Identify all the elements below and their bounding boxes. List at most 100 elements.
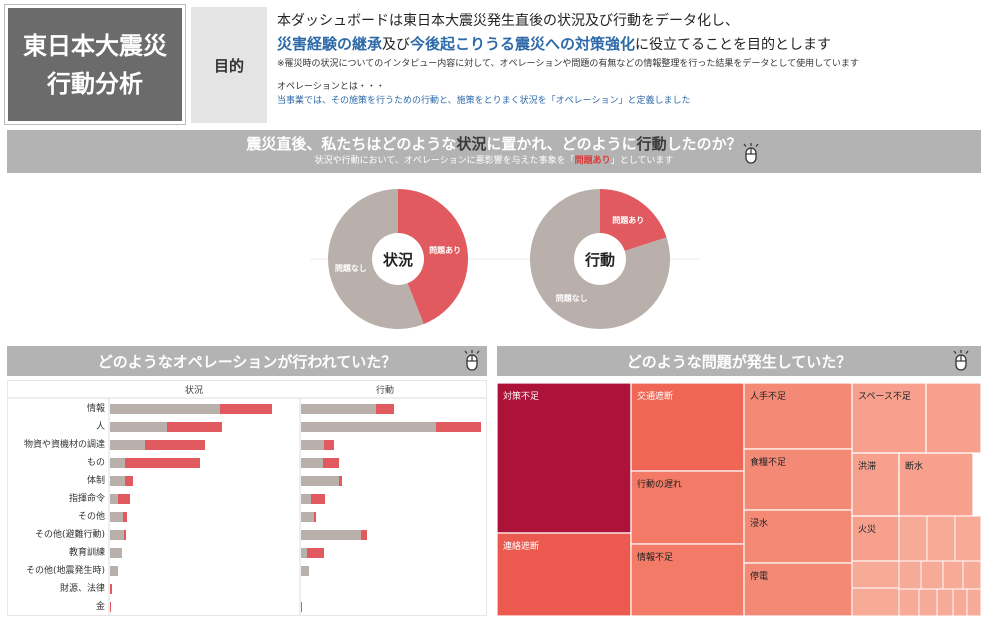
treemap-cell[interactable]: 情報不足 [630, 543, 745, 617]
treemap-label: 連絡遮断 [503, 540, 539, 552]
donut-label-problem: 問題あり [612, 215, 644, 225]
treemap-cell-small[interactable] [920, 560, 944, 590]
treemap-cell-small[interactable] [926, 515, 956, 562]
bar-segment-problem[interactable] [125, 458, 200, 468]
bar-segment-problem[interactable] [436, 422, 481, 432]
treemap-cell[interactable]: 食糧不足 [743, 448, 853, 511]
title-line1: 東日本大震災 [23, 31, 167, 60]
bar-segment-no-problem[interactable] [301, 476, 339, 486]
bar-segment-no-problem[interactable] [110, 566, 118, 576]
bar-segment-no-problem[interactable] [110, 512, 123, 522]
mouse-click-icon[interactable] [949, 349, 973, 373]
treemap-cell[interactable]: 対策不足 [496, 382, 632, 534]
treemap-cell-small[interactable] [954, 515, 982, 562]
treemap-cell[interactable]: 洪滞 [851, 452, 900, 517]
treemap-cell[interactable]: 連絡遮断 [496, 532, 632, 617]
treemap-cell[interactable]: 人手不足 [743, 382, 853, 450]
treemap-cell-small[interactable] [898, 588, 920, 617]
bar-segment-problem[interactable] [145, 440, 205, 450]
banner-sub2: 問題あり [574, 156, 611, 166]
operation-heading: オペレーションとは・・・ [277, 82, 385, 92]
treemap-cell-small[interactable] [925, 382, 982, 454]
bar-segment-problem[interactable] [167, 422, 222, 432]
treemap-cell-small[interactable] [952, 588, 968, 617]
bar-segment-no-problem[interactable] [301, 458, 323, 468]
donut-center-label: 状況 [383, 251, 413, 269]
treemap-label: 停電 [750, 570, 768, 582]
donut-label-no-problem: 問題なし [335, 263, 367, 273]
purpose-highlight1: 災害経験の継承 [277, 35, 383, 53]
bar-segment-problem[interactable] [118, 494, 130, 504]
treemap-cell-small[interactable] [966, 588, 982, 617]
treemap-cell-small[interactable] [962, 560, 982, 590]
bar-segment-problem[interactable] [307, 548, 324, 558]
treemap-cell-small[interactable] [918, 588, 938, 617]
bar-segment-problem[interactable] [110, 584, 112, 594]
bar-segment-problem[interactable] [220, 404, 272, 414]
treemap-cell-small[interactable] [942, 560, 964, 590]
bar-segment-no-problem[interactable] [110, 404, 220, 414]
operation-definition: 当事業では、その施策を行うための行動と、施策をとりまく状況を「オペレーション」と… [277, 96, 691, 106]
treemap-cell[interactable]: 火災 [851, 515, 900, 562]
bar-segment-problem[interactable] [361, 530, 367, 540]
bar-segment-no-problem[interactable] [110, 476, 125, 486]
treemap-cell[interactable]: 交通遮断 [630, 382, 745, 472]
treemap-cell[interactable]: スペース不足 [851, 382, 927, 454]
bar-segment-no-problem[interactable] [110, 440, 145, 450]
bar-segment-problem[interactable] [324, 440, 334, 450]
bar-segment-no-problem[interactable] [301, 512, 314, 522]
bar-segment-no-problem[interactable] [301, 566, 309, 576]
bar-segment-problem[interactable] [123, 512, 127, 522]
bar-segment-problem[interactable] [125, 476, 133, 486]
bar-segment-no-problem[interactable] [301, 530, 361, 540]
treemap-cell-small[interactable] [936, 588, 954, 617]
operations-bar-chart[interactable]: 状況 行動 情報人物資や資機材の調達 もの 体制 指揮命令 その他 その他(避難行動) 教育訓練… [7, 380, 487, 616]
donut-slice-problem[interactable] [398, 189, 468, 325]
treemap-label: 洪滞 [858, 460, 876, 472]
banner-h3: に置かれ、どのように [486, 135, 637, 153]
treemap-cell-small[interactable] [851, 587, 900, 617]
bar-segment-problem[interactable] [124, 530, 126, 540]
bar-segment-problem[interactable] [314, 512, 316, 522]
bar-segment-no-problem[interactable] [110, 458, 125, 468]
mouse-click-icon[interactable] [739, 142, 763, 166]
bar-category-label: 情報 [87, 402, 105, 414]
treemap-label: 断水 [905, 460, 923, 472]
purpose-mid: 及び [382, 37, 411, 53]
treemap-cell[interactable]: 浸水 [743, 509, 853, 564]
bar-segment-problem[interactable] [110, 602, 111, 612]
bar-segment-problem[interactable] [301, 602, 302, 612]
treemap-cell[interactable]: 行動の遅れ [630, 470, 745, 545]
bar-segment-no-problem[interactable] [301, 494, 311, 504]
bar-segment-no-problem[interactable] [110, 530, 124, 540]
treemap-cell[interactable]: 断水 [898, 452, 974, 517]
bar-segment-problem[interactable] [311, 494, 325, 504]
treemap-cell-small[interactable] [851, 560, 900, 589]
bar-segment-no-problem[interactable] [301, 422, 436, 432]
treemap-cell-small[interactable] [898, 560, 922, 590]
bar-segment-no-problem[interactable] [301, 548, 307, 558]
banner-sub1: 状況や行動において、オペレーションに悪影響を与えた事象を「 [314, 156, 575, 166]
problems-section-header: どのような問題が発生していた？ [497, 346, 981, 376]
donut-hole [372, 233, 424, 285]
bar-column-header: 行動 [376, 384, 394, 396]
bar-segment-no-problem[interactable] [110, 422, 167, 432]
bar-segment-problem[interactable] [376, 404, 394, 414]
bar-segment-problem[interactable] [323, 458, 339, 468]
bar-segment-no-problem[interactable] [110, 494, 118, 504]
bar-segment-problem[interactable] [339, 476, 342, 486]
mouse-click-icon[interactable] [460, 349, 484, 373]
treemap-cell[interactable]: 停電 [743, 562, 853, 617]
bar-segment-no-problem[interactable] [110, 548, 122, 558]
purpose-label: 目的 [191, 7, 267, 123]
bar-segment-no-problem[interactable] [301, 440, 324, 450]
bar-segment-no-problem[interactable] [301, 404, 376, 414]
problems-treemap[interactable]: 対策不足連絡遮断 交通遮断 行動の遅れ 情報不足 人手不足 食糧不足 浸水停電 スペース不足洪… [496, 382, 982, 617]
treemap-cell-small[interactable] [898, 515, 928, 562]
purpose-text: 本ダッシュボードは東日本大震災発生直後の状況及び行動をデータ化し、 災害経験の継… [277, 10, 977, 108]
